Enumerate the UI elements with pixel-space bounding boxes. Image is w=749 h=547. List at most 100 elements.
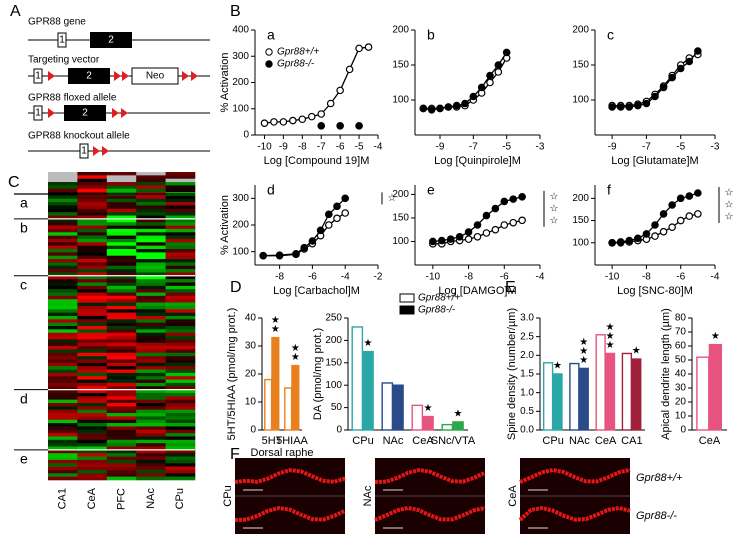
heatmap-cell <box>136 403 166 407</box>
cluster-label: b <box>20 220 28 236</box>
data-point <box>659 83 668 92</box>
heatmap-cell <box>165 215 196 220</box>
column-label: PFC <box>115 488 127 510</box>
genotype-label: Gpr88-/- <box>636 510 677 522</box>
y-tick-label: 20 <box>245 369 257 380</box>
heatmap-cell <box>106 336 137 340</box>
heatmap-cell <box>106 285 137 290</box>
x-tick-label: -10 <box>605 272 620 283</box>
heatmap-cell <box>77 202 108 206</box>
data-point <box>694 210 702 218</box>
heatmap-cell <box>77 356 108 360</box>
significance-star: ☆ <box>550 191 559 202</box>
heatmap-cell <box>136 218 166 223</box>
heatmap-cell <box>48 396 78 400</box>
heatmap-cell <box>48 272 78 277</box>
heatmap-cell <box>77 242 108 246</box>
heatmap-cell <box>77 409 108 414</box>
heatmap-cell <box>77 279 108 283</box>
bar <box>381 382 394 431</box>
heatmap-cell <box>136 362 166 367</box>
heatmap-cell <box>77 245 108 250</box>
data-point <box>355 44 363 53</box>
heatmap-cell <box>106 356 137 360</box>
x-tick-label: -8 <box>464 272 473 283</box>
heatmap-cell <box>77 423 108 427</box>
data-point <box>634 101 642 110</box>
heatmap-cell <box>77 195 108 200</box>
heatmap-cell <box>136 476 166 481</box>
heatmap-cell <box>136 205 166 210</box>
data-point <box>317 122 326 130</box>
y-axis-label: DA (pmol/mg prot.) <box>312 328 324 420</box>
heatmap-cell <box>77 238 108 243</box>
chart-title: c <box>607 27 614 43</box>
heatmap-cell <box>165 235 196 240</box>
heatmap-cell <box>136 242 166 246</box>
heatmap-cell <box>48 218 78 223</box>
heatmap-cell <box>106 272 137 277</box>
x-axis-label: Log [Quinpirole]M <box>434 155 521 167</box>
heatmap-cell <box>136 376 166 380</box>
heatmap-cell <box>136 466 166 471</box>
data-point <box>341 209 350 217</box>
heatmap-cell <box>106 292 137 297</box>
heatmap-cell <box>136 446 166 451</box>
x-tick-label: -4 <box>711 272 720 283</box>
heatmap-cell <box>106 222 137 226</box>
heatmap-cell <box>106 232 137 236</box>
heatmap-cell <box>77 198 108 203</box>
construct-diagram: GPR88 gene 1 2 Targeting vector 1 2 Neo … <box>28 17 210 159</box>
heatmap-cell <box>48 376 78 380</box>
x-axis-label: Dorsal raphe <box>251 447 314 459</box>
heatmap-cell <box>48 222 78 226</box>
data-point <box>634 234 642 243</box>
y-tick-label: 200 <box>232 220 249 231</box>
heatmap-cell <box>77 275 108 280</box>
dendrite <box>518 505 631 522</box>
heatmap-cell <box>106 372 137 377</box>
heatmap-cell <box>48 322 78 327</box>
heatmap-cell <box>106 185 137 190</box>
x-tick-label: -4 <box>536 272 545 283</box>
y-tick-label: 0 <box>250 425 256 436</box>
heatmap-cell <box>77 292 108 297</box>
data-point <box>464 235 473 243</box>
heatmap-cell <box>77 252 108 256</box>
heatmap-cell <box>165 379 196 384</box>
heatmap-cell <box>106 208 137 213</box>
x-tick-label: CeA <box>699 435 721 447</box>
heatmap-cell <box>77 228 108 233</box>
heatmap-cell <box>165 476 196 481</box>
y-tick-label: 10 <box>245 397 257 408</box>
heatmap-cell <box>77 212 108 216</box>
exon-label: 2 <box>86 71 92 82</box>
legend-marker <box>265 60 273 68</box>
data-point <box>518 216 526 225</box>
data-point <box>446 235 455 243</box>
heatmap-cell <box>165 195 196 200</box>
heatmap-cell <box>77 336 108 340</box>
x-tick-label: -6 <box>500 272 509 283</box>
heatmap-cell <box>165 275 196 280</box>
heatmap-cell <box>106 369 137 374</box>
exon <box>64 105 106 121</box>
heatmap-cell <box>106 392 137 397</box>
heatmap-cell <box>165 289 196 293</box>
heatmap-cell <box>48 409 78 414</box>
data-point <box>270 118 278 126</box>
heatmap-cell <box>48 269 78 273</box>
heatmap-cell <box>48 305 78 310</box>
heatmap-cell <box>136 289 166 293</box>
heatmap-cell <box>77 215 108 220</box>
heatmap-cell <box>136 232 166 236</box>
heatmap-cell <box>165 329 196 333</box>
column-label: CeA <box>86 487 98 509</box>
heatmap-cell <box>136 429 166 434</box>
heatmap-cell <box>77 339 108 344</box>
x-tick-label: -2 <box>374 272 383 283</box>
cluster-label: e <box>20 451 28 467</box>
heatmap-cell <box>136 312 166 317</box>
heatmap-cell <box>77 255 108 260</box>
heatmap-cell <box>136 319 166 323</box>
